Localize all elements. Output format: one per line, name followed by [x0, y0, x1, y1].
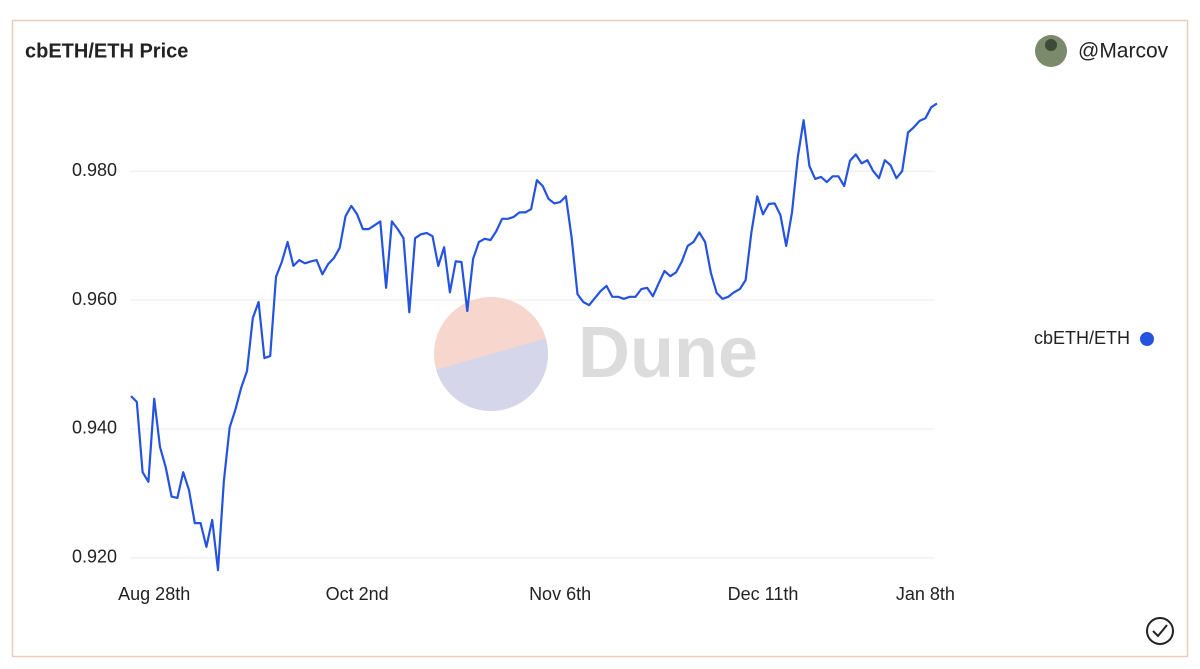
watermark-logo [434, 297, 548, 411]
logo-bottom [436, 338, 548, 411]
y-tick-label: 0.980 [72, 160, 117, 180]
watermark: Dune [578, 313, 758, 393]
check-mark [1152, 624, 1168, 638]
chart-title: cbETH/ETH Price [25, 40, 188, 62]
line [130, 102, 938, 572]
check-circle [1146, 617, 1174, 645]
x-tick-label: Oct 2nd [326, 584, 389, 604]
x-tick-label: Aug 28th [118, 584, 190, 604]
avatar-figure [1045, 39, 1057, 51]
legend-label: cbETH/ETH [1034, 328, 1130, 348]
x-tick-label: Dec 11th [728, 584, 799, 604]
x-tick-label: Nov 6th [529, 584, 591, 604]
check-icon[interactable] [1146, 617, 1174, 645]
y-tick-label: 0.940 [72, 418, 117, 438]
y-tick-label: 0.960 [72, 289, 117, 309]
author: @Marcov [1078, 40, 1169, 63]
legend-swatch [1140, 332, 1154, 346]
x-tick-label: Jan 8th [896, 584, 955, 604]
y-tick-label: 0.920 [72, 547, 117, 567]
frame [11, 19, 1189, 658]
